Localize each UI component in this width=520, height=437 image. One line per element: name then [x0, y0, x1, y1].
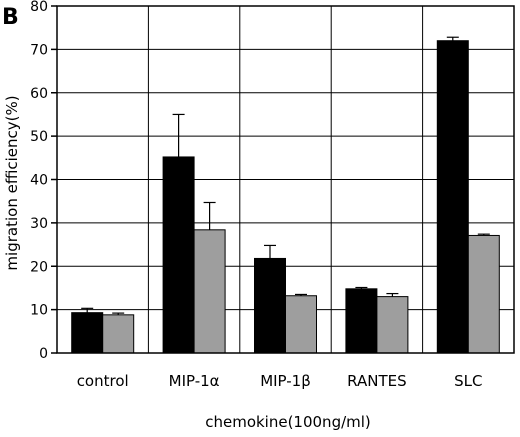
y-tick-label: 40 — [30, 173, 48, 189]
y-tick-label: 60 — [30, 86, 48, 102]
y-tick-label: 0 — [39, 346, 48, 362]
bar — [345, 288, 378, 354]
y-tick-label: 10 — [30, 303, 48, 319]
bar — [436, 40, 469, 354]
x-tick-label: MIP-1β — [260, 372, 311, 390]
y-tick-label: 30 — [30, 216, 48, 232]
bar — [254, 257, 286, 354]
x-tick-label: SLC — [454, 372, 482, 390]
bars — [71, 36, 500, 354]
bar — [162, 156, 195, 354]
bar — [285, 295, 317, 354]
grid — [57, 5, 514, 353]
panel-label: B — [2, 5, 19, 30]
y-tick-label: 20 — [30, 259, 48, 275]
bar — [71, 312, 104, 354]
y-axis-title: migration efficiency(%) — [3, 95, 21, 270]
bar — [467, 234, 500, 354]
bar — [102, 314, 135, 354]
y-tick-label: 50 — [30, 129, 48, 145]
y-tick-label: 80 — [30, 0, 48, 15]
x-tick-label: RANTES — [347, 372, 406, 390]
x-tick-label: control — [77, 372, 129, 390]
axes: 0 10 20 30 40 50 60 70 80 control MIP-1α MIP-1β RANT… — [30, 0, 515, 390]
plot-frame — [56, 5, 515, 354]
bar — [376, 296, 409, 354]
bar — [193, 229, 226, 354]
y-tick-label: 70 — [30, 42, 48, 58]
x-tick-label: MIP-1α — [169, 372, 220, 390]
x-axis-title: chemokine(100ng/ml) — [205, 413, 371, 431]
